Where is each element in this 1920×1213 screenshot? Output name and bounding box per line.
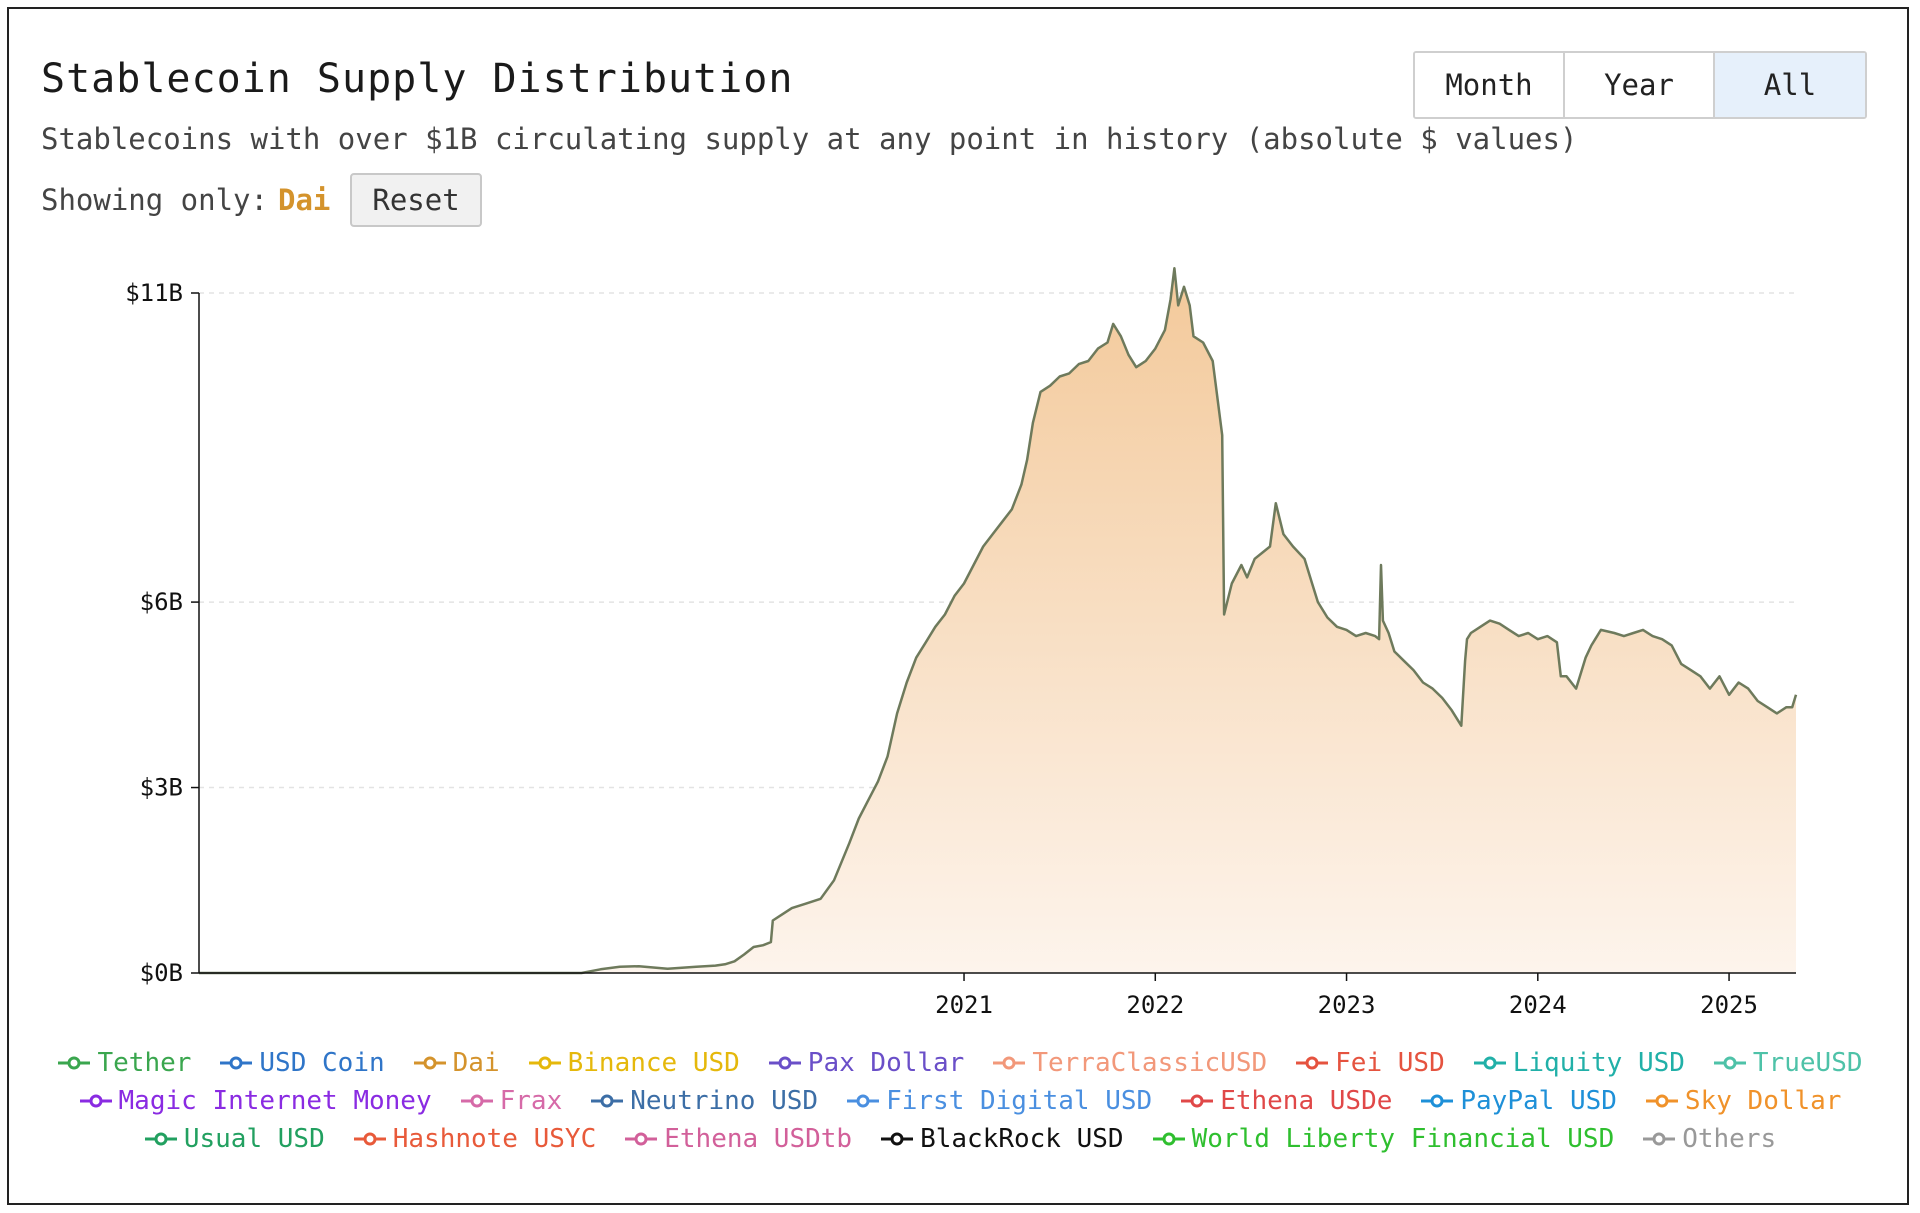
legend-item[interactable]: PayPal USD: [1420, 1085, 1617, 1117]
legend-label: PayPal USD: [1460, 1086, 1617, 1116]
legend-label: TerraClassicUSD: [1032, 1048, 1268, 1078]
legend-label: Ethena USDe: [1220, 1086, 1393, 1116]
legend-marker-icon: [79, 1094, 112, 1108]
legend-label: USD Coin: [259, 1048, 385, 1078]
chart-subtitle: Stablecoins with over $1B circulating su…: [41, 122, 1578, 156]
legend-marker-icon: [58, 1056, 91, 1070]
legend-label: Dai: [452, 1048, 500, 1078]
legend-label: Usual USD: [183, 1124, 325, 1154]
legend-label: Tether: [97, 1048, 192, 1078]
supply-chart: $0B $3B $6B $11B 2021 2022 2023 2024 2025: [125, 267, 1798, 1019]
legend-label: World Liberty Financial USD: [1191, 1124, 1615, 1154]
legend-label: Liquity USD: [1512, 1048, 1685, 1078]
legend-label: Binance USD: [567, 1048, 740, 1078]
legend-label: Sky Dollar: [1684, 1086, 1842, 1116]
legend-marker-icon: [144, 1132, 177, 1146]
x-tick-label: 2024: [1509, 991, 1567, 1019]
legend-label: TrueUSD: [1752, 1048, 1863, 1078]
legend-marker-icon: [625, 1132, 658, 1146]
legend-marker-icon: [1645, 1094, 1678, 1108]
legend-marker-icon: [460, 1094, 493, 1108]
x-tick-label: 2025: [1700, 991, 1758, 1019]
legend-marker-icon: [1152, 1132, 1185, 1146]
legend-item[interactable]: Binance USD: [528, 1047, 740, 1079]
legend-item[interactable]: World Liberty Financial USD: [1152, 1123, 1615, 1155]
chart-legend: Tether USD Coin Dai Binance USD Pax Dollar Te…: [30, 1047, 1890, 1155]
legend-marker-icon: [220, 1056, 253, 1070]
range-year-button[interactable]: Year: [1565, 53, 1715, 117]
legend-item[interactable]: Neutrino USD: [590, 1085, 818, 1117]
legend-item[interactable]: Tether: [57, 1047, 191, 1079]
legend-item[interactable]: Magic Internet Money: [79, 1085, 432, 1117]
y-tick-label: $11B: [125, 279, 183, 307]
legend-label: Others: [1682, 1124, 1777, 1154]
legend-marker-icon: [1421, 1094, 1454, 1108]
legend-marker-icon: [528, 1056, 561, 1070]
legend-item[interactable]: Usual USD: [144, 1123, 325, 1155]
legend-item[interactable]: Pax Dollar: [768, 1047, 965, 1079]
legend-marker-icon: [847, 1094, 880, 1108]
legend-marker-icon: [1296, 1056, 1329, 1070]
legend-label: Hashnote USYC: [392, 1124, 597, 1154]
legend-item[interactable]: Dai: [413, 1047, 500, 1079]
legend-marker-icon: [1643, 1132, 1676, 1146]
y-tick-label: $6B: [140, 588, 183, 616]
legend-marker-icon: [1473, 1056, 1506, 1070]
legend-item[interactable]: First Digital USD: [846, 1085, 1152, 1117]
axes: $0B $3B $6B $11B 2021 2022 2023 2024 2025: [125, 279, 1796, 1019]
legend-item[interactable]: BlackRock USD: [880, 1123, 1124, 1155]
legend-label: First Digital USD: [886, 1086, 1153, 1116]
legend-marker-icon: [413, 1056, 446, 1070]
x-tick-label: 2022: [1126, 991, 1184, 1019]
x-tick-label: 2023: [1318, 991, 1376, 1019]
legend-label: Ethena USDtb: [664, 1124, 853, 1154]
legend-marker-icon: [768, 1056, 801, 1070]
chart-title: Stablecoin Supply Distribution: [41, 56, 794, 102]
y-tick-label: $0B: [140, 959, 183, 987]
range-all-button[interactable]: All: [1715, 53, 1865, 117]
legend-marker-icon: [353, 1132, 386, 1146]
legend-label: Neutrino USD: [630, 1086, 819, 1116]
legend-label: Fei USD: [1335, 1048, 1445, 1078]
y-tick-label: $3B: [140, 774, 183, 802]
x-tick-label: 2021: [935, 991, 993, 1019]
plot-area: [199, 267, 1798, 975]
legend-item[interactable]: Others: [1642, 1123, 1776, 1155]
legend-item[interactable]: Ethena USDe: [1180, 1085, 1392, 1117]
legend-label: Magic Internet Money: [118, 1086, 432, 1116]
filter-row: Showing only: Dai Reset: [41, 172, 482, 228]
legend-marker-icon: [993, 1056, 1026, 1070]
filter-label: Showing only:: [41, 183, 268, 217]
legend-label: BlackRock USD: [920, 1124, 1124, 1154]
legend-item[interactable]: Ethena USDtb: [624, 1123, 852, 1155]
filter-value: Dai: [277, 183, 331, 217]
legend-item[interactable]: Fei USD: [1295, 1047, 1445, 1079]
reset-button[interactable]: Reset: [350, 173, 482, 227]
legend-item[interactable]: USD Coin: [219, 1047, 385, 1079]
legend-item[interactable]: TrueUSD: [1713, 1047, 1863, 1079]
legend-item[interactable]: Frax: [460, 1085, 563, 1117]
dai-area-fill: [199, 268, 1796, 973]
legend-marker-icon: [881, 1132, 914, 1146]
dai-series-line: [199, 267, 1798, 975]
legend-item[interactable]: Hashnote USYC: [353, 1123, 597, 1155]
legend-marker-icon: [1713, 1056, 1746, 1070]
range-month-button[interactable]: Month: [1415, 53, 1565, 117]
legend-item[interactable]: TerraClassicUSD: [992, 1047, 1267, 1079]
legend-label: Pax Dollar: [807, 1048, 965, 1078]
legend-item[interactable]: Sky Dollar: [1645, 1085, 1842, 1117]
legend-label: Frax: [499, 1086, 563, 1116]
time-range-selector: Month Year All: [1413, 51, 1867, 119]
legend-item[interactable]: Liquity USD: [1473, 1047, 1685, 1079]
legend-marker-icon: [1181, 1094, 1214, 1108]
legend-marker-icon: [591, 1094, 624, 1108]
